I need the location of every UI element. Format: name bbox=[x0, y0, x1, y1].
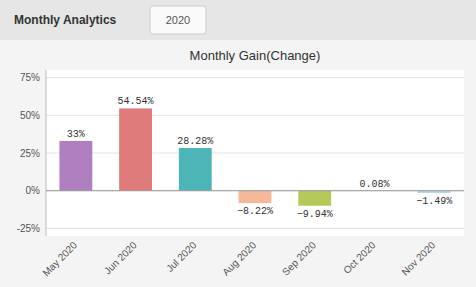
y-tick-label: 25% bbox=[20, 148, 40, 159]
y-tick-label: 0% bbox=[26, 185, 41, 196]
x-tick-label: Nov 2020 bbox=[399, 239, 437, 277]
bar bbox=[119, 108, 152, 190]
data-label: 28.28% bbox=[177, 136, 213, 147]
y-tick-label: 75% bbox=[20, 72, 40, 83]
data-label: −8.22% bbox=[237, 206, 273, 217]
zero-line bbox=[46, 190, 464, 191]
bar bbox=[59, 141, 92, 191]
y-axis-line bbox=[46, 70, 47, 236]
grid-line bbox=[46, 77, 464, 78]
header-label: Monthly Analytics bbox=[14, 13, 117, 27]
data-label: 0.08% bbox=[359, 179, 389, 190]
data-label: 33% bbox=[67, 129, 85, 140]
data-label: −9.94% bbox=[297, 209, 333, 220]
chart-svg: Monthly Analytics 2020 Monthly Gain(Change… bbox=[0, 0, 476, 287]
bar bbox=[239, 191, 272, 203]
tab-label: 2020 bbox=[166, 14, 190, 26]
x-tick-label: Jun 2020 bbox=[102, 239, 139, 276]
grid-line bbox=[46, 190, 464, 191]
bar bbox=[179, 148, 212, 191]
bar bbox=[298, 191, 331, 206]
x-tick-label: Jul 2020 bbox=[164, 239, 199, 274]
data-label: −1.49% bbox=[416, 196, 452, 207]
plot-background bbox=[46, 70, 464, 236]
grid-line bbox=[46, 153, 464, 154]
chart-container: Monthly Analytics 2020 Monthly Gain(Change… bbox=[0, 0, 476, 287]
x-tick-label: Oct 2020 bbox=[341, 239, 378, 276]
data-label: 54.54% bbox=[118, 96, 154, 107]
y-tick-label: 50% bbox=[20, 110, 40, 121]
x-tick-label: Aug 2020 bbox=[220, 239, 258, 277]
header-band bbox=[0, 0, 476, 40]
y-tick-label: -25% bbox=[17, 223, 40, 234]
header-tab bbox=[150, 6, 206, 34]
grid-line bbox=[46, 115, 464, 116]
x-tick-label: Sep 2020 bbox=[280, 239, 318, 277]
grid-line bbox=[46, 228, 464, 229]
x-tick-label: May 2020 bbox=[40, 239, 79, 278]
chart-title: Monthly Gain(Change) bbox=[190, 48, 321, 63]
